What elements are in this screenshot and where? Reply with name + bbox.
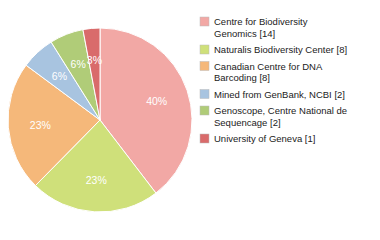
slice-label: 3% <box>87 54 102 66</box>
legend-label: Naturalis Biodiversity Center [8] <box>214 44 347 55</box>
pie <box>8 28 192 212</box>
legend-label: Centre for BiodiversityGenomics [14] <box>214 16 308 39</box>
legend: Centre for BiodiversityGenomics [14] Natu… <box>200 16 347 144</box>
legend-label: Genoscope, Centre National deSequencage … <box>214 105 347 128</box>
legend-label-line: Naturalis Biodiversity Center [8] <box>214 44 347 55</box>
legend-label-line: Barcoding [8] <box>214 72 270 83</box>
legend-label-line: Mined from GenBank, NCBI [2] <box>214 89 345 100</box>
pie-labels: 40%23%23%6%6%3% <box>30 54 167 185</box>
slice-label: 23% <box>30 119 51 131</box>
legend-swatch <box>200 17 209 26</box>
legend-swatch <box>200 106 209 115</box>
legend-label-line: Genoscope, Centre National de <box>214 105 347 116</box>
slice-label: 6% <box>71 58 86 70</box>
legend-label-line: University of Geneva [1] <box>214 133 315 144</box>
legend-swatch <box>200 90 209 99</box>
pie-slice <box>83 28 100 120</box>
legend-label: Mined from GenBank, NCBI [2] <box>214 89 345 100</box>
legend-swatch <box>200 134 209 143</box>
legend-swatch <box>200 62 209 71</box>
legend-label-line: Genomics [14] <box>214 28 275 39</box>
slice-label: 23% <box>86 174 107 186</box>
slice-label: 40% <box>146 95 167 107</box>
legend-label-line: Sequencage [2] <box>214 117 281 128</box>
legend-label-line: Canadian Centre for DNA <box>214 61 323 72</box>
chart: 40%23%23%6%6%3%Centre for BiodiversityGe… <box>0 0 380 240</box>
legend-swatch <box>200 45 209 54</box>
slice-label: 6% <box>52 70 67 82</box>
legend-label-line: Centre for Biodiversity <box>214 16 308 27</box>
legend-label: University of Geneva [1] <box>214 133 315 144</box>
legend-label: Canadian Centre for DNABarcoding [8] <box>214 61 323 84</box>
